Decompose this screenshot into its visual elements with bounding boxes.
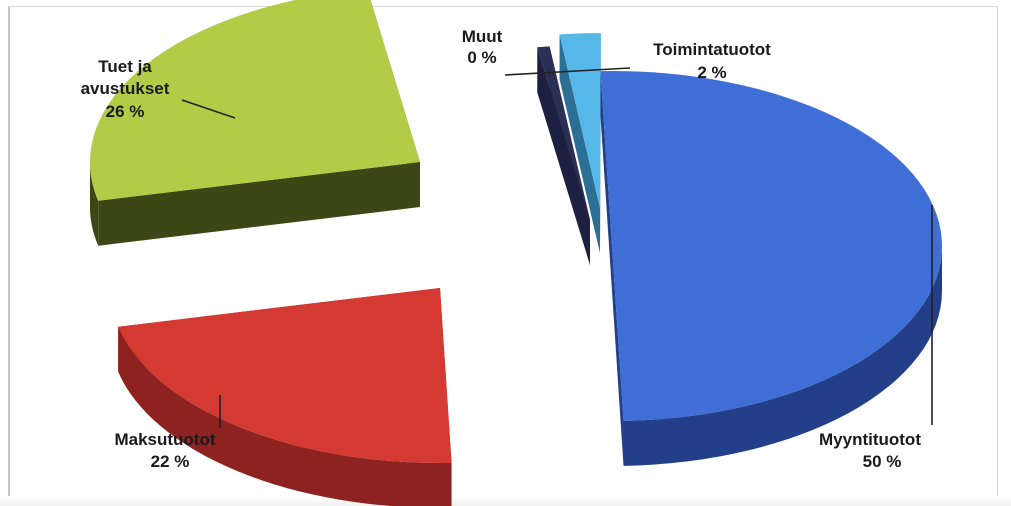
slice-value-maksutuotot: 22 % bbox=[151, 452, 190, 471]
slice-value-muut: 0 % bbox=[467, 48, 496, 67]
slice-value-tuet: 26 % bbox=[106, 102, 145, 121]
slice-label-toimintatuotot: Toimintatuotot bbox=[653, 40, 771, 59]
slice-label-muut: Muut bbox=[462, 27, 503, 46]
pie-slices bbox=[90, 0, 942, 506]
slice-label-tuet-line2: avustukset bbox=[81, 79, 170, 98]
slice-value-toimintatuotot: 2 % bbox=[697, 63, 726, 82]
slice-label-myyntituotot: Myyntituotot bbox=[819, 430, 921, 449]
slice-label-tuet-line1: Tuet ja bbox=[98, 57, 152, 76]
slice-value-myyntituotot: 50 % bbox=[863, 452, 902, 471]
slice-label-maksutuotot: Maksutuotot bbox=[114, 430, 215, 449]
